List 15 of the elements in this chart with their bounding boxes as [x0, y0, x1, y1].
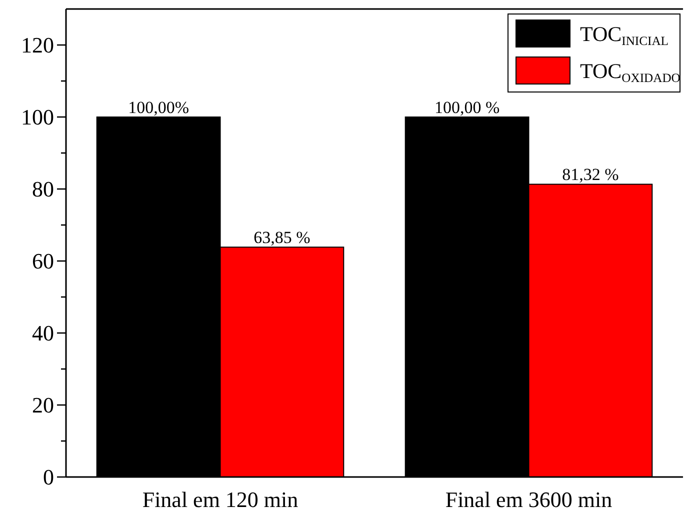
y-tick-label: 0	[43, 464, 54, 490]
data-label: 100,00%	[128, 98, 190, 117]
legend-label: TOC$_{OXIDADO}$	[580, 59, 680, 85]
y-tick-label: 80	[32, 176, 54, 202]
legend-label: TOC$_{INICIAL}$	[580, 22, 668, 48]
x-tick-label: Final em 120 min	[142, 487, 298, 512]
data-label: 63,85 %	[254, 228, 310, 248]
y-tick-label: 40	[32, 320, 54, 346]
y-tick-label: 20	[32, 392, 54, 418]
x-tick-label: Final em 3600 min	[445, 487, 612, 512]
data-label: 100,00 %	[434, 98, 500, 117]
y-tick-label: 60	[32, 248, 54, 274]
y-tick-label: 120	[21, 32, 54, 58]
y-tick-label: 100	[21, 104, 54, 130]
data-label: 81,32 %	[562, 165, 619, 184]
